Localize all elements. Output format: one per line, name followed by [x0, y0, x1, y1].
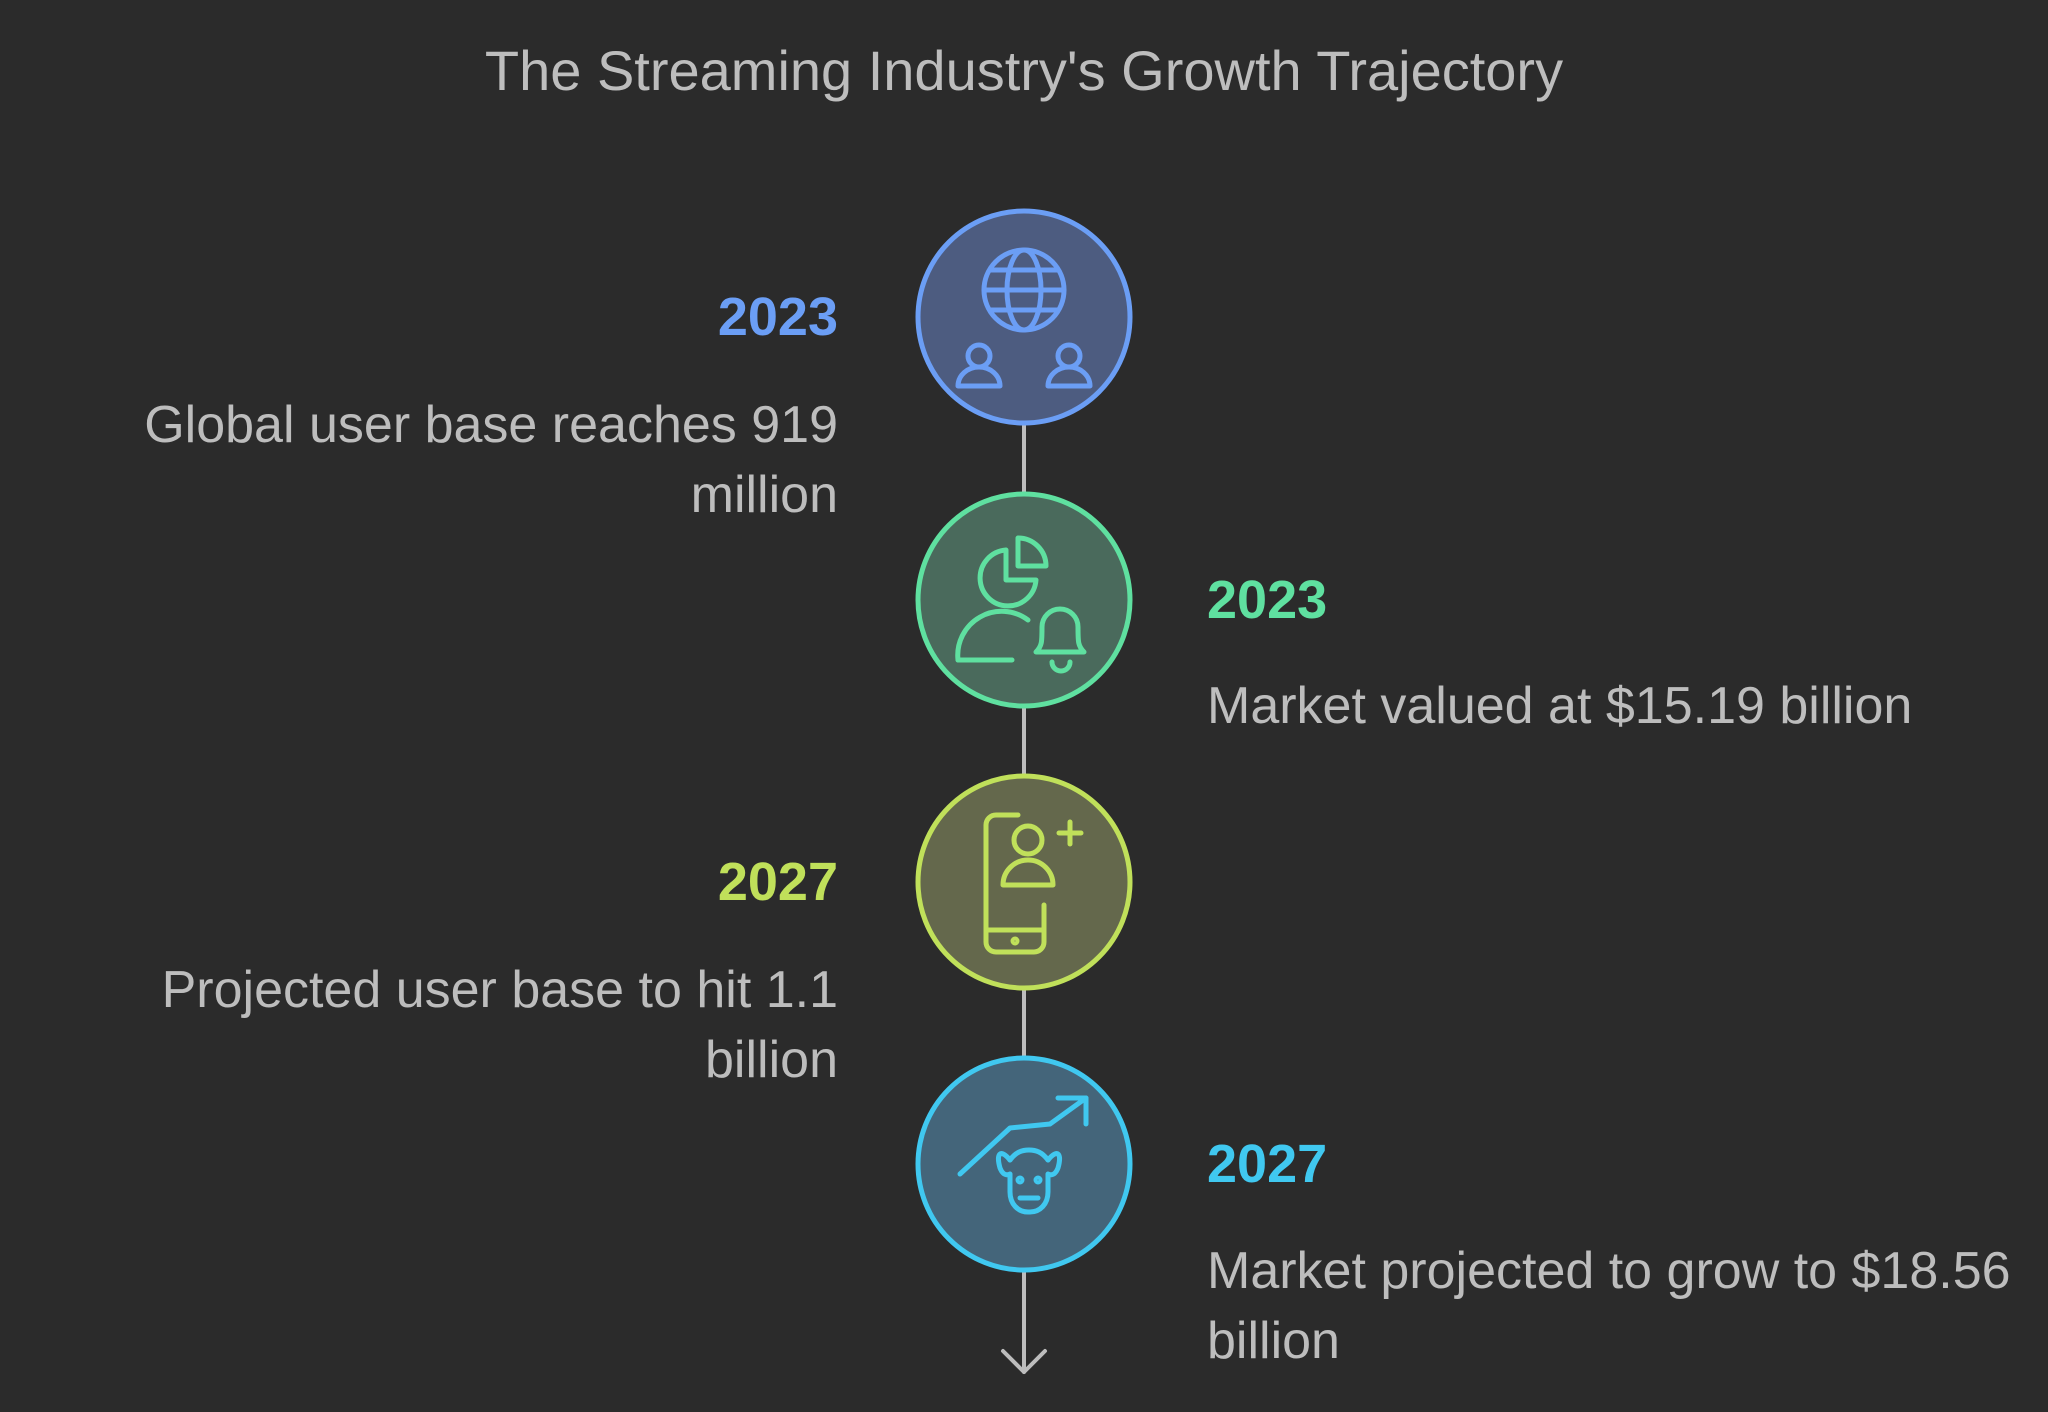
step-year: 2023	[717, 287, 838, 347]
step-year: 2027	[1207, 1134, 1328, 1194]
step-4-node	[915, 1055, 1133, 1273]
step-2-node	[915, 491, 1133, 709]
step-1-node	[915, 208, 1133, 426]
step-year: 2023	[1207, 570, 1328, 630]
step-year: 2027	[717, 852, 838, 912]
diagram-title: The Streaming Industry's Growth Trajecto…	[484, 39, 1564, 102]
step-text: Global user base reaches 919 million	[144, 396, 838, 524]
connectors	[1001, 422, 1047, 1374]
step-3-node	[915, 773, 1133, 991]
step-text: Market valued at $15.19 billion	[1207, 677, 1913, 735]
step-text: Market projected to grow to $18.56 billi…	[1207, 1242, 2011, 1370]
step-text: Projected user base to hit 1.1 billion	[161, 961, 838, 1089]
